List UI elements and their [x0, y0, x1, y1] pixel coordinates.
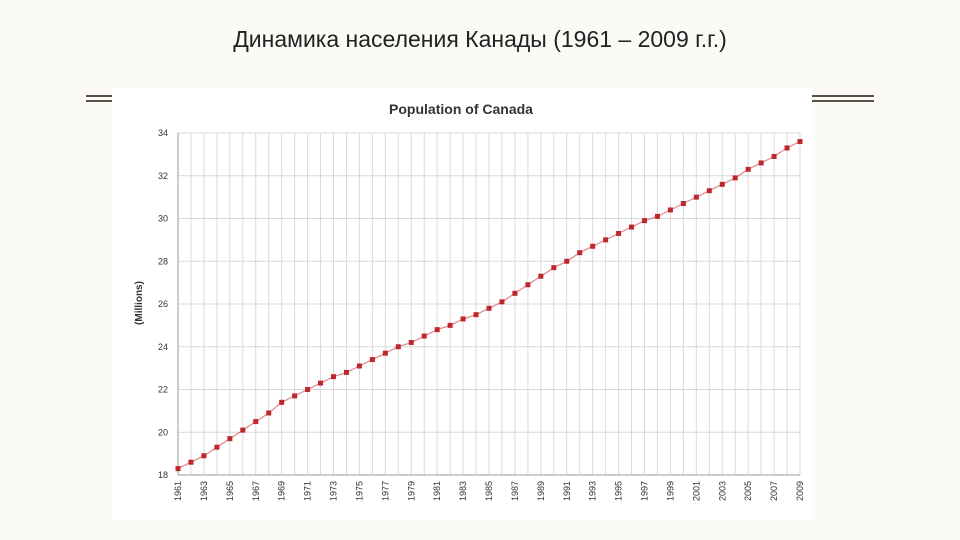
data-point — [227, 436, 233, 442]
data-point — [331, 374, 336, 380]
x-tick-label: 1989 — [536, 481, 546, 501]
data-point — [486, 305, 492, 311]
data-point — [305, 387, 311, 392]
data-point — [564, 258, 570, 264]
data-point — [797, 139, 803, 145]
data-point — [175, 466, 181, 472]
x-tick-label: 1963 — [199, 481, 209, 501]
y-axis: 18 20 22 24 26 28 30 32 34 — [158, 128, 179, 480]
data-point — [758, 160, 764, 166]
x-tick-label: 1973 — [329, 481, 339, 501]
data-point — [629, 224, 635, 230]
data-point — [667, 207, 673, 213]
data-point — [188, 459, 194, 465]
data-point — [538, 273, 544, 279]
x-tick-label: 2003 — [717, 481, 727, 501]
left-rule-top — [86, 95, 112, 97]
x-tick-label: 1985 — [484, 481, 494, 501]
chart-title: Population of Canada — [389, 101, 533, 117]
data-point — [616, 230, 622, 236]
data-point — [473, 312, 479, 318]
y-tick-label: 20 — [158, 427, 168, 437]
data-point — [603, 237, 609, 243]
right-rule-bottom — [810, 100, 874, 102]
y-tick-label: 24 — [158, 342, 168, 352]
data-point — [240, 427, 246, 433]
left-rule-bottom — [86, 100, 112, 102]
x-tick-label: 1993 — [588, 481, 598, 501]
x-tick-label: 1997 — [640, 481, 650, 501]
y-tick-label: 18 — [158, 470, 168, 480]
y-tick-label: 28 — [158, 256, 168, 266]
data-point — [447, 322, 453, 328]
x-tick-label: 2007 — [769, 481, 779, 501]
x-tick-label: 1995 — [614, 481, 624, 501]
data-point — [771, 154, 777, 160]
x-tick-label: 1965 — [225, 481, 235, 501]
x-tick-label: 2005 — [743, 481, 753, 501]
right-rule-top — [810, 95, 874, 97]
data-point — [693, 194, 699, 200]
data-point — [499, 299, 505, 305]
data-point — [356, 363, 362, 369]
data-point — [654, 213, 660, 219]
x-tick-label: 1981 — [432, 481, 442, 501]
x-tick-label: 1999 — [665, 481, 675, 501]
data-point — [706, 188, 712, 194]
data-point — [577, 250, 583, 256]
x-tick-label: 1979 — [406, 481, 416, 501]
y-axis-label: (Millions) — [134, 281, 145, 325]
series-layer — [175, 139, 803, 472]
data-point — [343, 369, 349, 375]
chart-panel: Population of Canada 18 20 22 24 26 28 30 32 34 … — [112, 88, 812, 520]
y-tick-label: 32 — [158, 171, 168, 181]
x-tick-label: 1969 — [277, 481, 287, 501]
data-point — [279, 399, 285, 405]
data-point — [421, 333, 427, 339]
data-point — [382, 350, 388, 356]
data-point — [719, 181, 725, 187]
y-tick-label: 22 — [158, 385, 168, 395]
y-tick-label: 30 — [158, 214, 168, 224]
data-point — [318, 380, 324, 386]
x-tick-label: 2001 — [691, 481, 701, 501]
population-chart: Population of Canada 182022242628303234 … — [134, 101, 805, 501]
data-point — [590, 243, 596, 249]
x-tick-label: 1977 — [380, 481, 390, 501]
data-point — [214, 444, 220, 450]
data-point — [369, 357, 375, 363]
data-point — [680, 201, 686, 207]
data-point — [266, 410, 272, 416]
x-tick-label: 1975 — [354, 481, 364, 501]
data-point — [525, 282, 531, 288]
data-point — [408, 339, 414, 345]
data-point — [395, 344, 401, 350]
x-tick-label: 1971 — [303, 481, 313, 501]
y-tick-label: 34 — [158, 128, 168, 138]
data-point — [292, 393, 298, 399]
data-point — [460, 316, 466, 322]
data-point — [732, 175, 738, 181]
data-point — [784, 145, 790, 151]
x-tick-label: 2009 — [795, 481, 805, 501]
x-tick-label: 1987 — [510, 481, 520, 501]
data-point — [642, 218, 647, 224]
data-point — [434, 327, 440, 333]
y-tick-label: 26 — [158, 299, 168, 309]
x-axis: 1961 1963 1965 1967 1969 1971 1973 1975 1977 1979… — [173, 474, 805, 501]
data-point — [512, 290, 518, 296]
data-point — [201, 453, 207, 459]
x-tick-label: 1983 — [458, 481, 468, 501]
x-tick-label: 1961 — [173, 481, 183, 501]
data-point — [253, 419, 259, 425]
x-tick-label: 1967 — [251, 481, 261, 501]
data-point — [551, 265, 557, 271]
slide-title: Динамика населения Канады (1961 – 2009 г… — [233, 26, 727, 52]
data-point — [745, 166, 751, 172]
x-tick-label: 1991 — [562, 481, 572, 501]
grid-layer — [177, 132, 801, 476]
